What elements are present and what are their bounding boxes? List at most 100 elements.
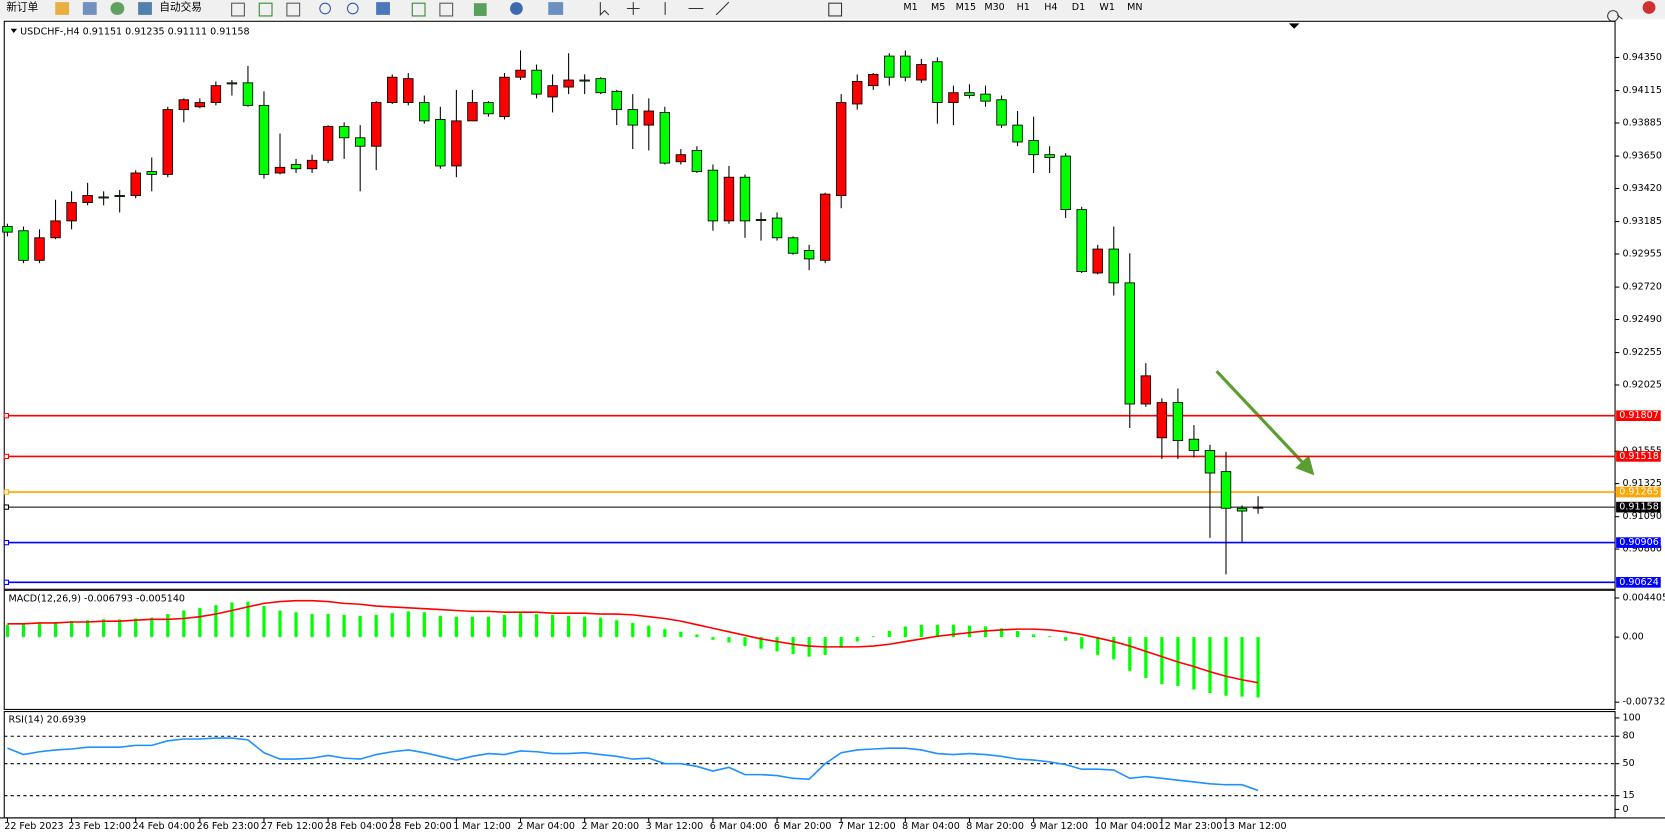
timeframe-button[interactable]: M30 — [984, 2, 1004, 13]
level-anchor — [3, 453, 10, 460]
candle-body — [531, 69, 542, 95]
icon[interactable] — [626, 2, 640, 15]
icon[interactable] — [510, 2, 523, 15]
x-tick-label: 10 Mar 04:00 — [1095, 821, 1159, 832]
candle-body — [483, 102, 494, 115]
macd-bar — [1128, 637, 1132, 671]
candle-body — [1156, 402, 1168, 439]
x-tick-label: 1 Mar 12:00 — [453, 821, 511, 832]
candle-body — [1204, 450, 1216, 474]
timeframe-button[interactable]: M1 — [903, 2, 917, 13]
macd-bar — [406, 611, 410, 638]
icon[interactable] — [258, 2, 273, 17]
price-tag-label: 0.90906 — [1619, 537, 1658, 548]
candle-body — [547, 85, 558, 98]
macd-bar — [1015, 630, 1020, 638]
candle-body — [82, 195, 93, 203]
new-order-button[interactable]: 新订单 — [6, 0, 38, 13]
candle-body — [226, 82, 238, 85]
price-tag — [1616, 501, 1661, 513]
candle-body — [435, 119, 446, 167]
icon[interactable] — [473, 3, 487, 16]
candle-body — [419, 102, 430, 122]
macd-bar — [807, 637, 811, 657]
macd-bar — [599, 617, 603, 638]
signal-line — [7, 599, 1259, 684]
macd-bar — [935, 624, 939, 638]
candle-body — [2, 226, 13, 233]
y-tick-label: 0.91090 — [1622, 511, 1661, 522]
indicator-line — [7, 737, 1259, 792]
macd-bar — [903, 626, 907, 638]
level-anchor — [3, 504, 10, 510]
icon[interactable] — [231, 2, 245, 17]
macd-bar — [118, 619, 122, 638]
timeframe-button[interactable]: M15 — [956, 2, 976, 13]
trend-arrow — [1215, 370, 1306, 466]
macd-bar — [679, 631, 683, 638]
macd-bar — [999, 628, 1004, 638]
macd-bar — [1064, 637, 1068, 641]
icon[interactable] — [55, 2, 70, 15]
x-tick-label: 3 Mar 12:00 — [646, 821, 704, 832]
timeframe-button[interactable]: H4 — [1044, 2, 1057, 13]
macd-bar — [374, 614, 378, 638]
main-pane — [3, 20, 1616, 590]
macd-bar — [1192, 637, 1196, 690]
timeframe-button[interactable]: H1 — [1017, 2, 1030, 13]
macd-bar — [1144, 637, 1148, 678]
candle-body — [515, 69, 526, 78]
x-tick-label: 13 Mar 12:00 — [1223, 821, 1287, 832]
icon[interactable] — [664, 1, 730, 16]
timeframe-button[interactable]: D1 — [1072, 2, 1085, 13]
notification-icon[interactable] — [1642, 1, 1656, 14]
icon[interactable] — [319, 2, 331, 15]
icon[interactable] — [110, 2, 125, 15]
macd-bar — [550, 614, 555, 638]
timeframe-button[interactable]: W1 — [1099, 2, 1115, 13]
level-anchor — [3, 489, 10, 495]
price-tag-label: 0.91265 — [1619, 487, 1658, 498]
macd-bar — [358, 615, 362, 638]
x-tick-label: 28 Feb 04:00 — [325, 821, 388, 832]
macd-bar — [711, 637, 715, 640]
macd-bar — [182, 610, 186, 638]
candle-body — [852, 81, 863, 105]
icon[interactable] — [439, 2, 454, 17]
macd-bar — [21, 623, 26, 638]
icon[interactable] — [138, 2, 152, 15]
icon[interactable] — [599, 2, 610, 17]
candle-body — [322, 126, 334, 161]
macd-bar — [502, 614, 507, 638]
level-anchor — [3, 579, 10, 585]
icon[interactable] — [346, 2, 359, 15]
timeframe-button[interactable]: MN — [1127, 2, 1142, 13]
candle-body — [242, 82, 254, 106]
timeframe-button[interactable]: M5 — [931, 2, 945, 13]
toolbar-bg — [0, 0, 1665, 20]
macd-bar — [53, 622, 58, 638]
x-tick-label: 6 Mar 20:00 — [774, 821, 832, 832]
price-tag — [1616, 486, 1661, 498]
candle-body — [787, 237, 799, 254]
candle-body — [980, 93, 991, 102]
icon[interactable] — [548, 2, 564, 15]
candle-body — [1236, 507, 1248, 512]
x-tick-label: 23 Feb 12:00 — [68, 821, 131, 832]
y-tick-label: 0.94350 — [1622, 52, 1661, 63]
y-tick-label: 0.92025 — [1622, 379, 1661, 390]
icon[interactable] — [376, 2, 390, 15]
auto-trading-button[interactable]: 自动交易 — [159, 0, 201, 13]
y-tick-label: 0.00 — [1622, 632, 1643, 643]
candle-body — [210, 85, 222, 103]
macd-bar — [5, 624, 10, 638]
level-anchor — [3, 539, 10, 546]
icon[interactable] — [411, 2, 426, 17]
candle-body — [948, 92, 959, 103]
icon[interactable] — [82, 2, 97, 15]
macd-bar — [919, 624, 923, 638]
icon[interactable] — [828, 2, 843, 17]
icon[interactable] — [286, 2, 301, 17]
macd-bar — [486, 616, 491, 638]
